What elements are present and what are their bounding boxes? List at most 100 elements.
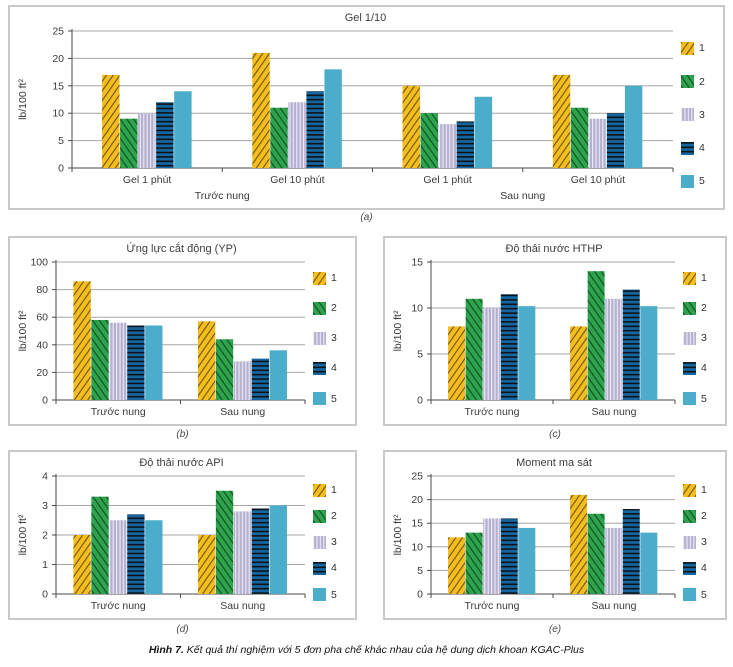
- bar-series-4: [156, 102, 174, 168]
- y-tick-label: 25: [52, 26, 64, 38]
- y-tick-label: 20: [52, 53, 64, 65]
- bar-series-2: [420, 113, 439, 168]
- x-category-label: Trước nung: [465, 600, 520, 612]
- chart-legend-c: 1 2 3 4 5: [683, 255, 719, 422]
- legend-label: 3: [699, 108, 705, 121]
- y-tick-label: 40: [36, 339, 48, 351]
- x-category-label: Gel 1 phút: [423, 174, 472, 186]
- bar-series-1: [570, 494, 588, 594]
- chart-canvas-a: 0 5 10 15 20 25 lb/100 ft² Gel 1 phút Gel 10 phú…: [14, 24, 681, 206]
- legend-label: 5: [701, 392, 707, 405]
- chart-panel-b: Ứng lực cắt động (YP) 0 20 40 60 80 100 lb/100…: [8, 236, 357, 426]
- x-supergroup-label: Trước nung: [195, 190, 250, 202]
- legend-swatch-icon: [313, 392, 326, 406]
- legend-swatch-icon: [681, 174, 694, 188]
- bar-series-4: [622, 509, 640, 594]
- legend-label: 5: [701, 588, 707, 601]
- bar-series-5: [269, 505, 287, 594]
- bar-series-5: [269, 350, 287, 400]
- x-category-label: Sau nung: [592, 600, 637, 612]
- bar-series-4: [500, 294, 518, 400]
- y-tick-label: 10: [52, 108, 64, 120]
- bar-series-4: [127, 514, 145, 594]
- bar-series-3: [138, 113, 156, 168]
- legend-item-2: 2: [683, 509, 707, 523]
- legend-label: 5: [331, 588, 337, 601]
- y-tick-label: 0: [417, 589, 423, 601]
- y-tick-label: 10: [411, 541, 423, 553]
- bar-chart-d: 0 1 2 3 4 lb/100 ft² Trước nung Sau nung: [17, 471, 306, 612]
- bar-series-2: [215, 490, 234, 594]
- bar-series-3: [109, 322, 127, 400]
- bar-series-3: [483, 308, 501, 400]
- legend-label: 1: [701, 271, 707, 284]
- chart-panel-e: Moment ma sát 0 5 10 15 20 25 lb/100 ft² Trước …: [383, 450, 727, 620]
- legend-label: 3: [701, 332, 707, 345]
- legend-swatch-icon: [683, 509, 696, 523]
- bar-series-4: [127, 325, 145, 400]
- bar-series-5: [324, 69, 342, 168]
- y-tick-label: 100: [30, 257, 48, 269]
- bar-series-4: [306, 91, 324, 168]
- legend-item-5: 5: [681, 174, 705, 188]
- bar-series-5: [174, 91, 192, 168]
- legend-swatch-icon: [683, 271, 696, 285]
- bar-series-1: [402, 85, 420, 168]
- x-category-label: Gel 10 phút: [270, 174, 324, 186]
- legend-label: 2: [331, 302, 337, 315]
- legend-label: 3: [331, 332, 337, 345]
- legend-label: 2: [701, 510, 707, 523]
- bar-series-1: [570, 326, 588, 400]
- legend-item-5: 5: [313, 392, 337, 406]
- legend-label: 1: [331, 271, 337, 284]
- legend-label: 3: [331, 536, 337, 549]
- chart-title-e: Moment ma sát: [516, 457, 592, 469]
- bar-series-5: [640, 306, 658, 400]
- legend-swatch-icon: [313, 535, 326, 549]
- legend-swatch-icon: [313, 562, 326, 576]
- legend-swatch-icon: [683, 331, 696, 345]
- bar-series-4: [251, 358, 270, 400]
- bar-series-1: [552, 74, 571, 168]
- figure-caption: Hình 7. Kết quả thí nghiệm với 5 đơn pha…: [0, 644, 733, 656]
- panel-label-a: (a): [360, 212, 373, 223]
- legend-swatch-icon: [683, 562, 696, 576]
- legend-label: 4: [701, 362, 707, 375]
- y-axis-label: lb/100 ft²: [17, 79, 29, 120]
- bar-series-5: [640, 532, 658, 594]
- bar-series-5: [518, 306, 536, 400]
- legend-swatch-icon: [313, 588, 326, 602]
- legend-label: 4: [701, 562, 707, 575]
- legend-swatch-icon: [683, 392, 696, 406]
- legend-item-3: 3: [683, 535, 707, 549]
- y-tick-label: 2: [42, 530, 48, 542]
- x-category-label: Trước nung: [465, 406, 520, 418]
- bar-series-2: [215, 339, 234, 400]
- bar-series-4: [606, 113, 625, 168]
- y-tick-label: 0: [42, 589, 48, 601]
- chart-canvas-b: 0 20 40 60 80 100 lb/100 ft² Trước nung Sau nung: [14, 255, 313, 422]
- legend-label: 5: [331, 392, 337, 405]
- legend-label: 2: [699, 75, 705, 88]
- legend-swatch-icon: [683, 362, 696, 376]
- bar-chart-b: 0 20 40 60 80 100 lb/100 ft² Trước nung Sau nung: [17, 257, 306, 418]
- bar-series-1: [448, 537, 466, 594]
- chart-panel-d: Độ thải nước API 0 1 2 3 4 lb/100 ft² Trước nu…: [8, 450, 357, 620]
- bar-series-1: [448, 326, 466, 400]
- panel-label-d: (d): [176, 624, 189, 635]
- legend-label: 1: [701, 483, 707, 496]
- legend-label: 3: [701, 536, 707, 549]
- legend-item-1: 1: [683, 483, 707, 497]
- legend-item-1: 1: [683, 271, 707, 285]
- bar-series-4: [622, 289, 640, 400]
- bar-series-2: [465, 298, 483, 400]
- legend-label: 4: [331, 362, 337, 375]
- legend-item-2: 2: [681, 75, 705, 89]
- bar-series-4: [456, 121, 475, 168]
- y-tick-label: 25: [411, 471, 423, 483]
- legend-item-2: 2: [683, 301, 707, 315]
- chart-title-b: Ứng lực cắt động (YP): [126, 243, 237, 255]
- x-category-label: Sau nung: [592, 406, 637, 418]
- chart-title-a: Gel 1/10: [344, 12, 387, 24]
- legend-item-1: 1: [313, 483, 337, 497]
